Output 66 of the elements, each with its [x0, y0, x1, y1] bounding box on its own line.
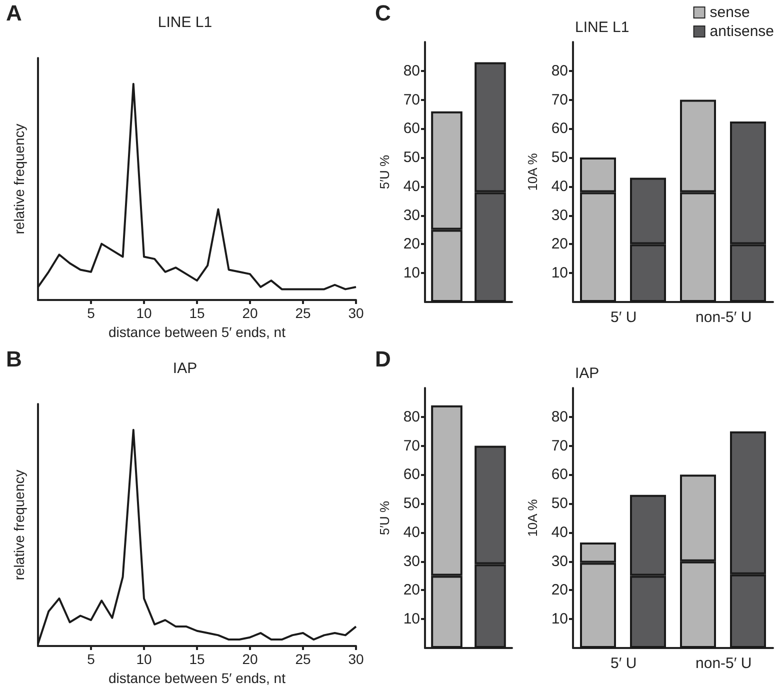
y-tick-label: 30 [551, 552, 568, 570]
x-tick-label: 15 [189, 651, 205, 667]
y-tick-label: 40 [551, 524, 568, 541]
y-tick-label: 60 [403, 466, 420, 484]
y-tick-label: 10 [403, 264, 420, 282]
y-tick-label: 60 [403, 120, 420, 138]
y-tick-label: 20 [551, 236, 568, 253]
chart-title: LINE L1 [575, 19, 630, 36]
x-axis-title: distance between 5′ ends, nt [108, 670, 286, 686]
x-tick-label: 30 [348, 305, 364, 321]
x-tick-label: 10 [136, 651, 152, 667]
y-tick-label: 50 [403, 495, 420, 512]
x-tick-label: 20 [242, 651, 258, 667]
y-tick-label: 50 [551, 149, 568, 166]
x-tick-label: non-5′ U [696, 655, 752, 672]
y-tick-label: 30 [403, 552, 420, 570]
y-tick-label: 50 [403, 149, 420, 166]
y-tick-label: 40 [551, 178, 568, 195]
y-tick-label: 80 [403, 62, 420, 80]
y-tick-label: 60 [551, 466, 568, 484]
y-tick-label: 10 [551, 610, 568, 628]
chart-title: IAP [575, 365, 600, 382]
legend-label: antisense [710, 23, 774, 40]
y-tick-label: 80 [403, 408, 420, 426]
y-tick-label: 10 [403, 610, 420, 628]
y-axis-title: relative frequency [11, 124, 27, 234]
y-tick-label: 70 [403, 91, 420, 108]
x-tick-label: non-5′ U [696, 309, 752, 326]
x-tick-label: 25 [295, 651, 311, 667]
x-tick-label: 15 [189, 305, 205, 321]
y-axis-title: 5′U % [377, 500, 392, 536]
chart-title: LINE L1 [158, 14, 212, 31]
chart-title: IAP [172, 360, 198, 377]
x-tick-label: 10 [136, 305, 152, 321]
y-tick-label: 60 [551, 120, 568, 138]
y-tick-label: 30 [403, 206, 420, 224]
y-tick-label: 30 [551, 206, 568, 224]
x-tick-label: 5 [87, 651, 96, 667]
text: C [375, 0, 391, 26]
y-tick-label: 70 [403, 437, 420, 454]
y-axis-title: 10A % [525, 498, 540, 537]
y-axis-title: relative frequency [11, 470, 27, 580]
y-tick-label: 70 [551, 437, 568, 454]
y-tick-label: 20 [551, 582, 568, 599]
text: A [6, 0, 22, 26]
text: D [375, 346, 391, 372]
y-axis-title: 10A % [525, 152, 540, 191]
y-tick-label: 80 [551, 62, 568, 80]
x-tick-label: 25 [295, 305, 311, 321]
y-tick-label: 70 [551, 91, 568, 108]
x-tick-label: 30 [348, 651, 364, 667]
x-tick-label: 5′ U [610, 655, 637, 672]
text: B [6, 346, 22, 372]
y-tick-label: 20 [403, 236, 420, 253]
y-axis-title: 5′U % [377, 154, 392, 190]
legend-label: sense [710, 4, 750, 21]
y-tick-label: 40 [403, 524, 420, 541]
x-tick-label: 5′ U [610, 309, 637, 326]
y-tick-label: 50 [551, 495, 568, 512]
y-tick-label: 10 [551, 264, 568, 282]
y-tick-label: 80 [551, 408, 568, 426]
y-tick-label: 20 [403, 582, 420, 599]
x-tick-label: 20 [242, 305, 258, 321]
x-axis-title: distance between 5′ ends, nt [108, 324, 286, 340]
y-tick-label: 40 [403, 178, 420, 195]
x-tick-label: 5 [87, 305, 96, 321]
